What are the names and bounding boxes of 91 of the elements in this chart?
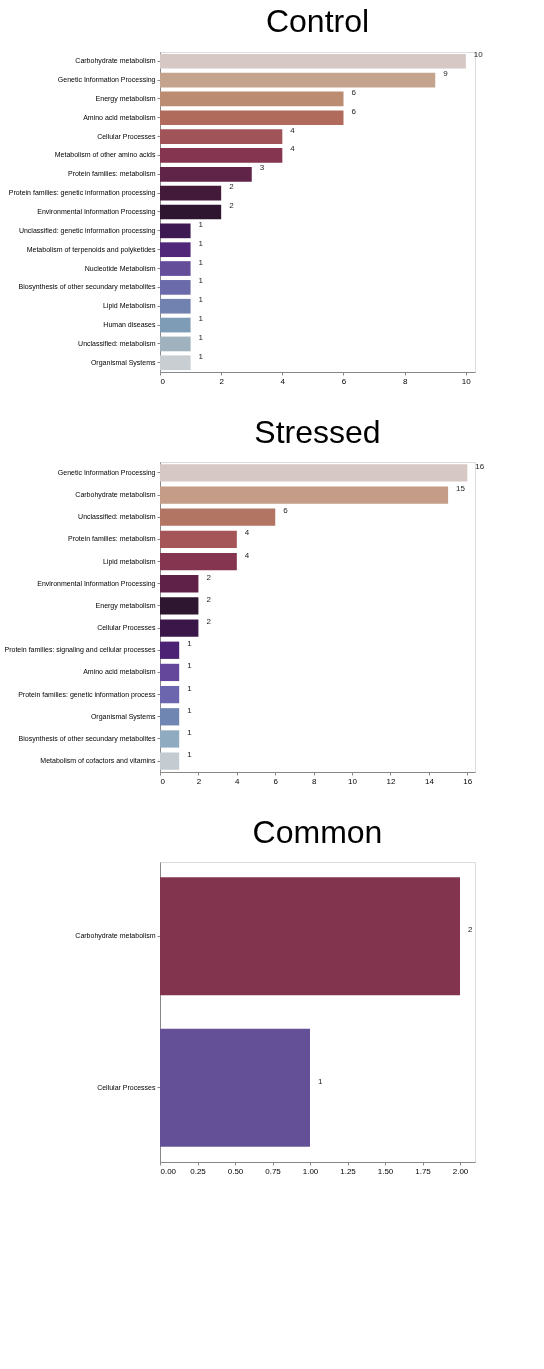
x-tick-label: 16 xyxy=(463,776,473,786)
data-label: 1 xyxy=(187,727,193,737)
bar xyxy=(160,261,191,276)
x-tick-label: 1.00 xyxy=(302,1166,319,1176)
bar xyxy=(160,298,191,314)
data-label: 1 xyxy=(318,1076,323,1086)
data-label: 16 xyxy=(475,461,485,471)
data-label: 2 xyxy=(229,201,235,210)
data-label: 1 xyxy=(198,276,204,286)
x-tick-label: 4 xyxy=(280,376,286,386)
bar xyxy=(160,280,191,295)
bar xyxy=(160,336,191,352)
x-tick-label: 0 xyxy=(160,776,166,786)
x-tick-label: 6 xyxy=(273,776,279,786)
data-label: 1 xyxy=(198,351,204,361)
x-tick-label: 8 xyxy=(402,376,408,386)
bar xyxy=(160,53,466,69)
x-tick-label: 1.50 xyxy=(377,1166,394,1176)
data-label: 10 xyxy=(473,50,484,60)
data-label: 1 xyxy=(198,295,204,305)
data-label: 1 xyxy=(198,257,204,267)
bar xyxy=(160,552,237,571)
data-label: 1 xyxy=(187,661,193,671)
bar xyxy=(160,508,276,526)
bar xyxy=(160,663,180,682)
data-label: 6 xyxy=(351,106,357,116)
data-label: 1 xyxy=(198,238,204,248)
x-tick-label: 0.00 xyxy=(160,1166,177,1176)
data-label: 2 xyxy=(468,925,473,935)
bar xyxy=(160,730,180,748)
x-tick-label: 2 xyxy=(196,776,202,786)
bar xyxy=(160,242,191,258)
x-tick-label: 10 xyxy=(461,376,472,386)
bar xyxy=(160,185,222,201)
data-label: 6 xyxy=(351,87,357,97)
data-label: 4 xyxy=(290,125,296,135)
data-label: 1 xyxy=(198,332,204,342)
data-label: 9 xyxy=(443,69,449,79)
x-tick-label: 12 xyxy=(386,776,396,786)
x-tick-label: 2.00 xyxy=(452,1166,469,1176)
bar xyxy=(160,317,191,333)
x-tick-label: 8 xyxy=(311,776,317,786)
data-label: 1 xyxy=(198,314,204,324)
bar xyxy=(160,597,199,615)
bar xyxy=(160,91,344,107)
bar xyxy=(160,575,199,593)
x-tick-label: 1.75 xyxy=(415,1166,432,1176)
x-tick-label: 10 xyxy=(348,776,358,786)
x-tick-label: 4 xyxy=(235,776,241,786)
bar xyxy=(160,129,283,144)
bar xyxy=(160,204,222,220)
bar xyxy=(160,464,468,482)
x-tick-label: 14 xyxy=(424,776,435,786)
bar xyxy=(160,110,344,126)
data-label: 4 xyxy=(244,550,250,560)
data-label: 1 xyxy=(187,639,193,649)
x-tick-label: 2 xyxy=(219,376,225,386)
x-tick-label: 0 xyxy=(160,376,166,386)
data-label: 2 xyxy=(206,617,212,627)
data-label: 1 xyxy=(187,705,193,715)
data-label: 1 xyxy=(187,750,193,760)
data-label: 2 xyxy=(206,594,212,604)
data-label: 4 xyxy=(244,528,250,538)
bar xyxy=(160,486,449,504)
bar xyxy=(160,72,436,88)
data-label: 2 xyxy=(206,572,212,582)
x-tick-label: 0.75 xyxy=(265,1166,282,1176)
chart-title: Common xyxy=(252,814,383,850)
data-label: 6 xyxy=(283,506,289,516)
data-label: 15 xyxy=(456,484,466,494)
x-tick-label: 0.25 xyxy=(190,1166,207,1176)
x-tick-label: 0.50 xyxy=(227,1166,244,1176)
bar xyxy=(160,166,252,182)
bar xyxy=(160,530,237,549)
data-label: 4 xyxy=(290,144,296,154)
data-label: 3 xyxy=(259,163,265,173)
bar xyxy=(160,619,199,637)
bar xyxy=(160,708,180,726)
bar xyxy=(160,223,191,239)
chart-title: Stressed xyxy=(254,414,381,450)
data-label: 1 xyxy=(187,683,193,693)
x-tick-label: 6 xyxy=(341,376,347,386)
bar xyxy=(160,685,180,704)
chart-title: Control xyxy=(265,3,370,40)
data-label: 2 xyxy=(229,182,235,192)
bar xyxy=(160,355,191,371)
data-label: 1 xyxy=(198,219,204,229)
bar xyxy=(160,148,283,163)
bar xyxy=(160,752,180,770)
x-tick-label: 1.25 xyxy=(340,1166,357,1176)
bar xyxy=(160,641,180,659)
